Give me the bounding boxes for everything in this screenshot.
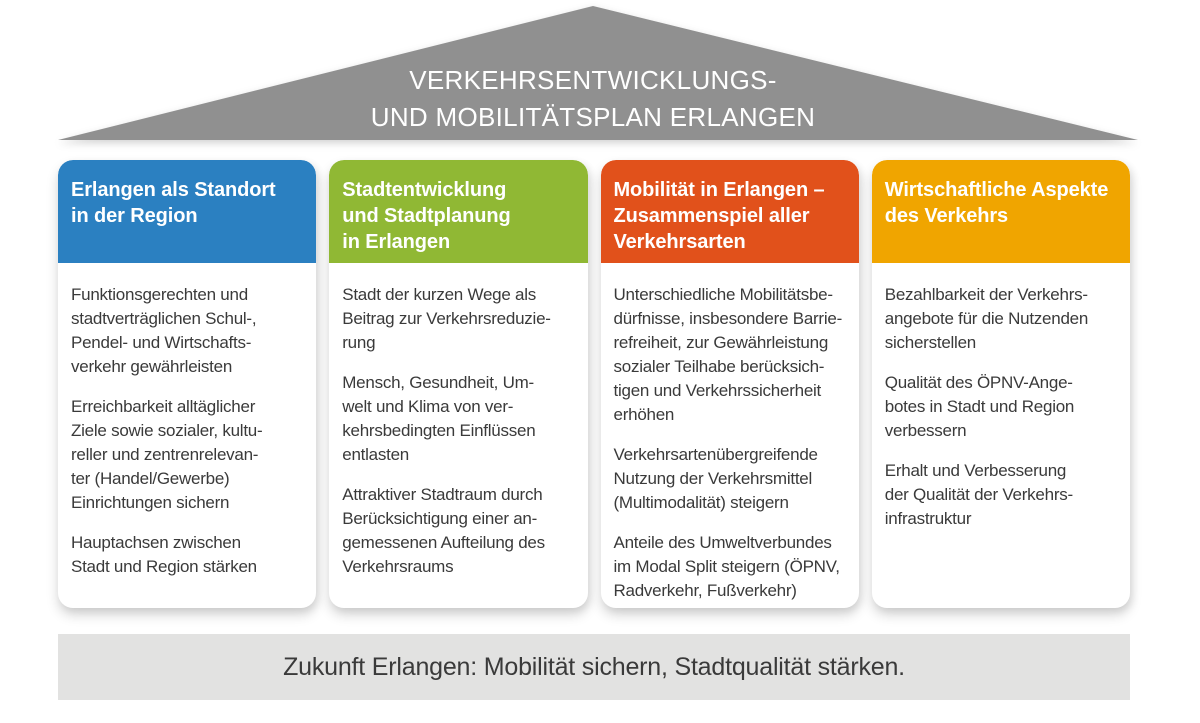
goal-paragraph: Stadt der kurzen Wege als Beitrag zur Ve… [342,285,551,352]
column-body-mobilitaet: Unterschiedliche Mobilitätsbe- dürfnisse… [601,263,859,603]
column-header-standort-region: Erlangen als Standort in der Region [58,160,317,263]
roof-triangle [58,6,1138,140]
column-header-wirtschaft: Wirtschaftliche Aspekte des Verkehrs [871,160,1130,263]
goal-paragraph: Erhalt und Verbesserung der Qualität der… [884,461,1073,528]
goal-paragraph: Erreichbarkeit alltäglicher Ziele sowie … [71,397,263,512]
column-body-stadtentwicklung: Stadt der kurzen Wege als Beitrag zur Ve… [329,263,587,579]
column-body-wirtschaft: Bezahlbarkeit der Verkehrs- angebote für… [872,263,1130,531]
column-card-standort-region: Erlangen als Standort in der Region Funk… [58,160,317,608]
goal-paragraph: Anteile des Umweltverbundes im Modal Spl… [613,533,840,600]
column-header-stadtentwicklung: Stadtentwicklung und Stadtplanung in Erl… [329,160,588,263]
column-card-wirtschaft: Wirtschaftliche Aspekte des Verkehrs Bez… [871,160,1130,608]
goal-paragraph: Hauptachsen zwischen Stadt und Region st… [71,533,257,576]
goal-paragraph: Attraktiver Stadtraum durch Berücksichti… [342,485,545,576]
footer-slogan: Zukunft Erlangen: Mobilität sichern, Sta… [283,652,905,681]
roof-title: VERKEHRSENTWICKLUNGS- UND MOBILITÄTSPLAN… [370,65,816,132]
column-header-mobilitaet: Mobilität in Erlangen – Zusammenspiel al… [600,160,859,263]
column-card-stadtentwicklung: Stadtentwicklung und Stadtplanung in Erl… [329,160,588,608]
column-card-mobilitaet: Mobilität in Erlangen – Zusammenspiel al… [600,160,859,608]
footer-banner: Zukunft Erlangen: Mobilität sichern, Sta… [58,634,1130,700]
column-body-standort-region: Funktionsgerechten und stadtverträgliche… [58,263,316,579]
goal-paragraph: Unterschiedliche Mobilitätsbe- dürfnisse… [613,285,843,424]
goal-columns: Erlangen als Standort in der Region Funk… [58,160,1130,608]
roof-shape [58,6,1138,140]
goal-paragraph: Verkehrsartenübergreifende Nutzung der V… [613,445,819,512]
goal-paragraph: Mensch, Gesundheit, Um- welt und Klima v… [342,373,536,464]
goal-paragraph: Funktionsgerechten und stadtverträgliche… [71,285,257,376]
goal-paragraph: Qualität des ÖPNV-Ange- botes in Stadt u… [884,373,1075,440]
goal-paragraph: Bezahlbarkeit der Verkehrs- angebote für… [884,285,1089,352]
